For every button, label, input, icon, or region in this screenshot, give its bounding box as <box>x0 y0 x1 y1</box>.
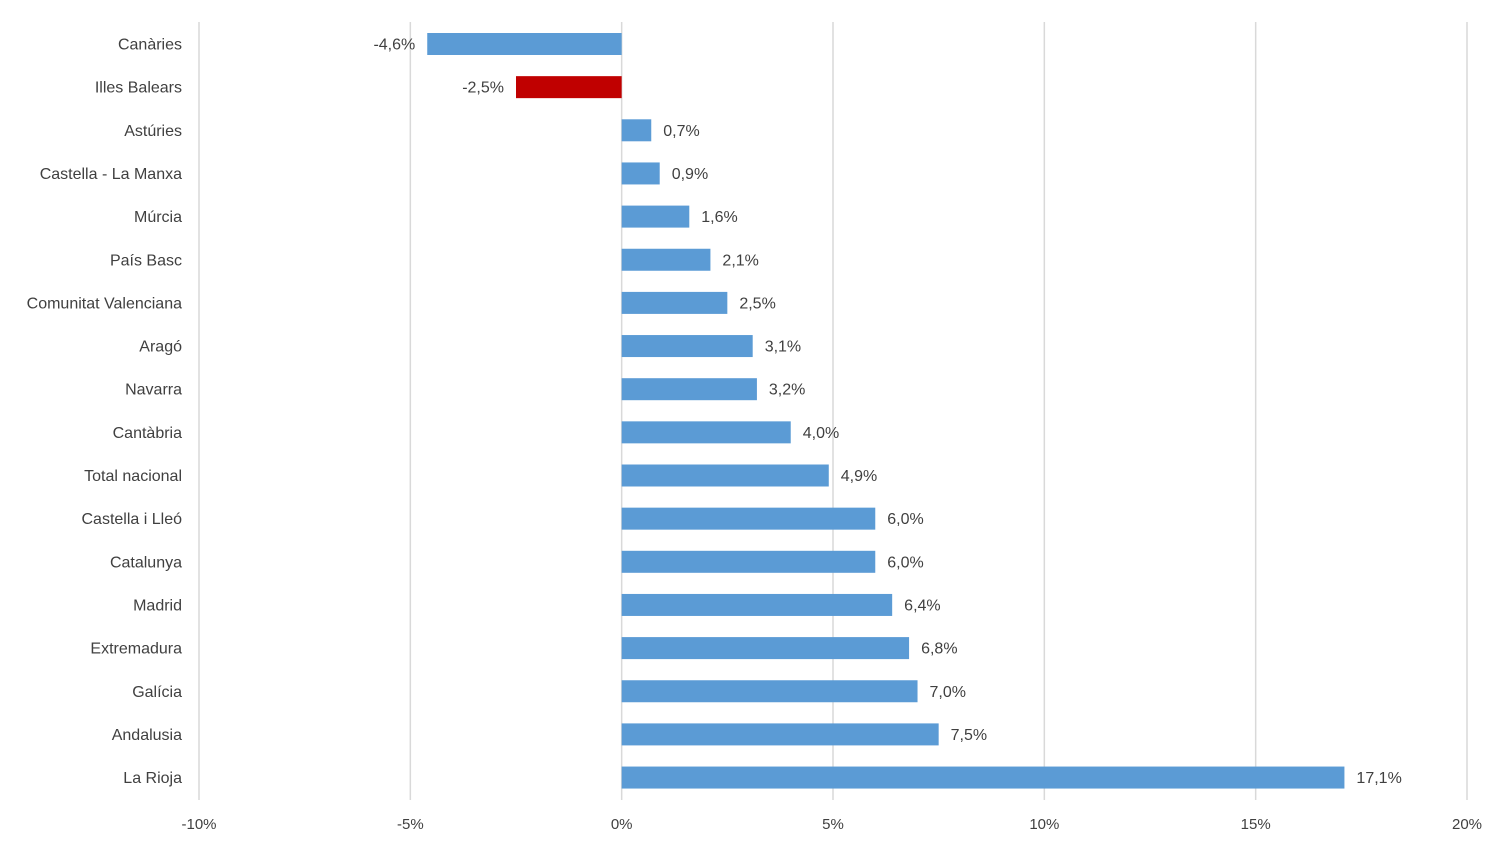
x-tick-label: 0% <box>611 816 633 833</box>
category-label: Madrid <box>133 597 182 614</box>
category-label: Canàries <box>118 37 182 54</box>
category-label: Cantàbria <box>113 425 182 442</box>
bar <box>621 550 876 573</box>
data-label: 17,1% <box>1356 770 1401 787</box>
x-tick-label: -5% <box>397 816 424 833</box>
data-label: 6,4% <box>904 597 940 614</box>
bar <box>427 33 622 55</box>
category-labels: Canàries Illes Balears Astúries Castella - … <box>27 37 182 788</box>
category-label: Extremadura <box>90 641 182 658</box>
category-label: Navarra <box>125 382 182 399</box>
bar <box>621 291 728 314</box>
category-label: Castella i Lleó <box>82 511 183 528</box>
bar <box>621 680 918 703</box>
bar <box>621 637 910 660</box>
data-label: 4,0% <box>803 425 839 442</box>
bar <box>621 162 660 185</box>
data-label: 0,9% <box>672 166 708 183</box>
category-label: Astúries <box>124 123 182 140</box>
data-label: -2,5% <box>462 80 504 97</box>
data-label: 0,7% <box>663 123 699 140</box>
bar <box>621 464 829 487</box>
bar <box>621 119 652 142</box>
data-label: 7,0% <box>930 684 966 701</box>
category-label: Comunitat Valenciana <box>27 295 182 312</box>
category-label: Galícia <box>132 684 182 701</box>
data-labels: -4,6% -2,5% 0,7% 0,9% 1,6% 2,1% 2,5% 3,1% 3,2% 4,… <box>373 37 1401 788</box>
x-tick-label: 10% <box>1029 816 1059 833</box>
data-label: 1,6% <box>701 209 737 226</box>
x-tick-label: 20% <box>1452 816 1482 833</box>
bar <box>621 335 753 358</box>
bar <box>621 766 1345 789</box>
data-label: 2,1% <box>722 252 758 269</box>
gridlines <box>198 22 1468 800</box>
bar <box>516 76 622 99</box>
data-label: 7,5% <box>951 727 987 744</box>
data-label: 3,2% <box>769 382 805 399</box>
bars <box>427 33 1345 789</box>
bar <box>621 723 939 746</box>
bar <box>621 248 711 271</box>
x-tick-label: 15% <box>1241 816 1271 833</box>
category-label: País Basc <box>110 252 182 269</box>
category-label: Múrcia <box>134 209 182 226</box>
category-label: La Rioja <box>123 770 182 787</box>
category-label: Catalunya <box>110 554 182 571</box>
bar <box>621 378 757 401</box>
x-axis-tick-labels: -10% -5% 0% 5% 10% 15% 20% <box>181 816 1482 833</box>
category-label: Illes Balears <box>95 80 182 97</box>
data-label: 6,0% <box>887 554 923 571</box>
bar <box>621 421 791 444</box>
x-tick-label: 5% <box>822 816 844 833</box>
bar <box>621 205 690 228</box>
data-label: -4,6% <box>373 37 415 54</box>
data-label: 6,0% <box>887 511 923 528</box>
bar <box>621 507 876 530</box>
data-label: 3,1% <box>765 339 801 356</box>
data-label: 6,8% <box>921 641 957 658</box>
data-label: 2,5% <box>739 295 775 312</box>
category-label: Andalusia <box>112 727 182 744</box>
category-label: Castella - La Manxa <box>40 166 182 183</box>
category-label: Total nacional <box>84 468 182 485</box>
data-label: 4,9% <box>841 468 877 485</box>
category-label: Aragó <box>139 339 182 356</box>
x-tick-label: -10% <box>181 816 216 833</box>
bar <box>621 593 893 616</box>
